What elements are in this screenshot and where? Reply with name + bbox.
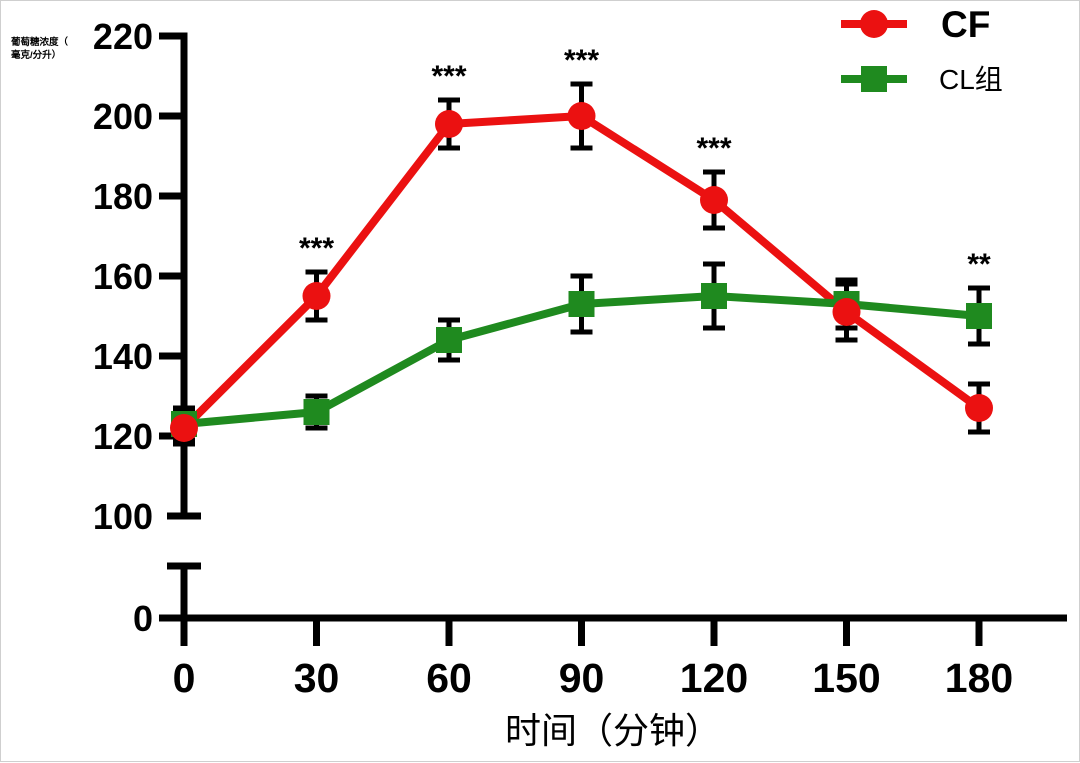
x-tick-label: 120	[680, 655, 748, 701]
data-point-square	[303, 399, 330, 425]
data-point-circle	[170, 414, 198, 442]
data-point-circle	[435, 110, 463, 138]
legend-cl-square-marker-icon	[861, 66, 887, 92]
data-point-circle	[700, 186, 728, 214]
data-point-square	[436, 327, 462, 353]
x-axis-title: 时间（分钟）	[505, 710, 721, 751]
x-tick-label: 150	[812, 655, 880, 701]
axes: 100 120 140 160 180 200 220 00 30 60 90 120 150 180	[93, 16, 1067, 701]
legend-cf-label: CF	[941, 4, 990, 45]
y-axis-title-line1: 葡萄糖浓度（	[10, 36, 69, 48]
data-point-square	[701, 283, 727, 309]
x-tick-label: 60	[426, 655, 472, 701]
significance-annotations: ****** ********	[299, 44, 991, 281]
significance-marker: **	[967, 248, 991, 281]
x-tick-label: 90	[559, 655, 605, 701]
legend-item-cf: CF	[841, 4, 990, 45]
y-tick-label: 200	[93, 96, 153, 137]
y-tick-label: 140	[93, 336, 153, 377]
y-tick-label: 220	[93, 16, 153, 57]
y-tick-label: 180	[93, 176, 153, 217]
legend-cl-label: CL组	[939, 64, 1003, 95]
significance-marker: ***	[564, 44, 599, 77]
legend-item-cl: CL组	[841, 64, 1003, 95]
x-tick-label: 0	[173, 655, 196, 701]
series-line-cf	[181, 112, 982, 431]
data-point-circle	[567, 102, 596, 130]
significance-marker: ***	[431, 60, 466, 93]
y-tick-label: 120	[93, 416, 153, 457]
data-point-circle	[965, 394, 993, 422]
y-tick-label: 100	[93, 496, 153, 537]
y-tick-label: 160	[93, 256, 153, 297]
data-point-square	[568, 291, 595, 317]
x-tick-label: 180	[945, 655, 1013, 701]
data-point-circle	[302, 282, 331, 310]
data-point-square	[966, 303, 992, 329]
significance-marker: ***	[299, 232, 334, 265]
y-zero-label: 0	[133, 598, 153, 639]
data-point-circle	[832, 298, 861, 326]
legend: CF CL组	[841, 4, 1003, 95]
x-tick-label: 30	[294, 655, 340, 701]
y-axis-title-line2: 毫克/分升）	[11, 49, 61, 61]
significance-marker: ***	[696, 132, 731, 165]
data-series	[170, 81, 993, 447]
legend-cf-circle-marker-icon	[860, 10, 888, 38]
